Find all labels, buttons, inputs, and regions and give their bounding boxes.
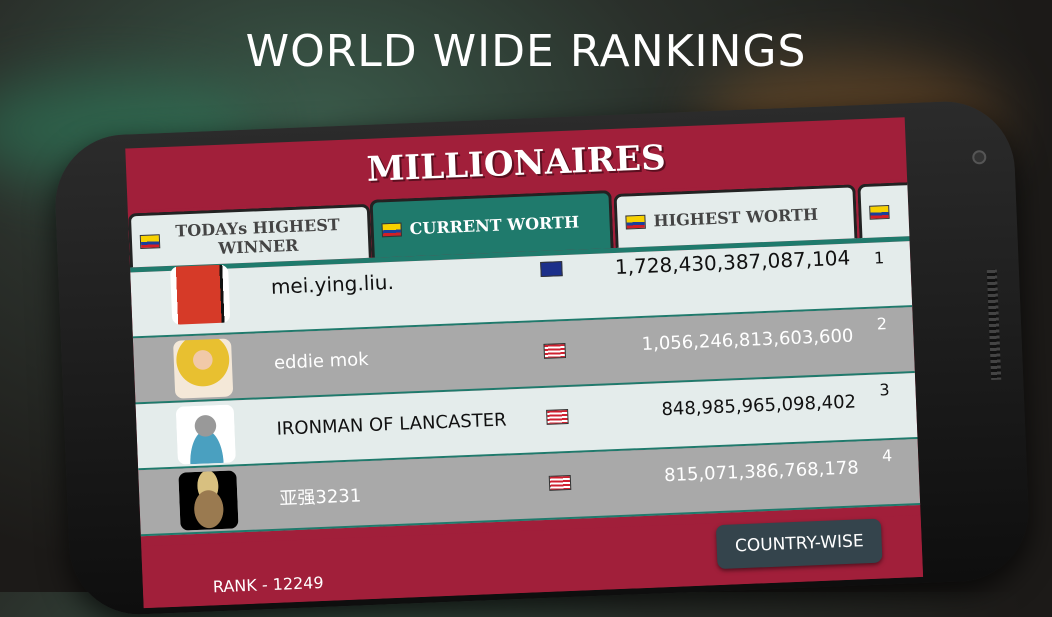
tab-highest-worth[interactable]: HIGHEST WORTH <box>613 184 858 248</box>
default-avatar-icon <box>175 404 236 465</box>
game-screen: MILLIONAIRES TODAYs HIGHEST WINNER CURRE… <box>125 117 924 609</box>
colombia-flag-icon <box>139 233 161 249</box>
tab-current-worth[interactable]: CURRENT WORTH <box>369 190 614 258</box>
malaysia-flag-icon <box>543 343 567 359</box>
malaysia-flag-icon <box>546 408 569 425</box>
tab-more[interactable] <box>857 181 920 239</box>
player-rank: RANK - 12249 <box>212 572 324 597</box>
phone-frame: MILLIONAIRES TODAYs HIGHEST WINNER CURRE… <box>52 98 1032 617</box>
camera-icon <box>972 150 987 165</box>
colombia-flag-icon <box>381 222 402 237</box>
colombia-flag-icon <box>869 204 890 220</box>
speaker-grille <box>986 269 1002 380</box>
headline: WORLD WIDE RANKINGS <box>245 26 807 77</box>
malaysia-flag-icon <box>548 474 572 491</box>
avatar <box>178 470 239 531</box>
avatar <box>170 264 231 325</box>
tab-todays-highest-winner[interactable]: TODAYs HIGHEST WINNER <box>127 203 372 268</box>
australia-flag-icon <box>540 261 563 277</box>
avatar <box>173 338 234 399</box>
country-wise-button[interactable]: COUNTRY-WISE <box>716 518 883 570</box>
colombia-flag-icon <box>625 214 646 230</box>
